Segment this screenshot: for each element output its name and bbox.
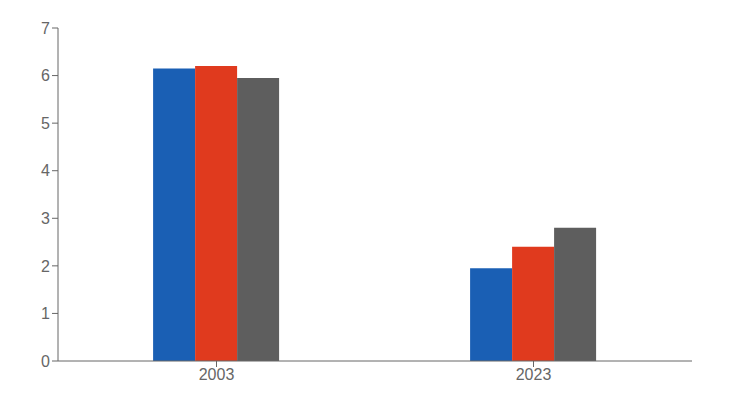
svg-text:2: 2 <box>41 258 50 275</box>
svg-text:2023: 2023 <box>516 366 552 383</box>
svg-text:2003: 2003 <box>199 366 235 383</box>
svg-text:1: 1 <box>41 305 50 322</box>
svg-text:6: 6 <box>41 67 50 84</box>
svg-text:7: 7 <box>41 20 50 37</box>
svg-text:4: 4 <box>41 162 50 179</box>
svg-text:3: 3 <box>41 210 50 227</box>
svg-text:5: 5 <box>41 115 50 132</box>
svg-text:0: 0 <box>41 353 50 370</box>
